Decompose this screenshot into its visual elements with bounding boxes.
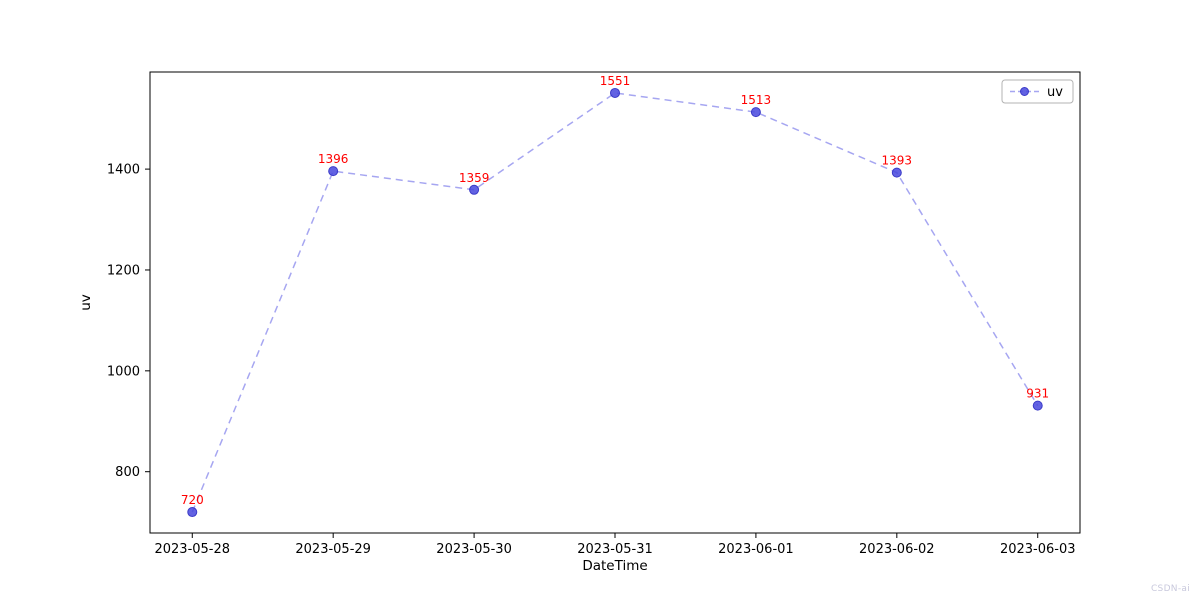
- watermark-text: CSDN-ai: [1150, 584, 1190, 594]
- x-tick-label: 2023-05-29: [295, 542, 371, 557]
- data-point-label: 1396: [318, 152, 349, 166]
- y-tick-label: 1400: [107, 163, 140, 178]
- x-axis-title: DateTime: [582, 558, 647, 574]
- data-point-label: 1359: [459, 171, 490, 185]
- data-point-label: 1393: [882, 154, 913, 168]
- data-point-marker: [328, 166, 339, 177]
- data-point-marker: [187, 507, 198, 518]
- x-tick-label: 2023-06-03: [1000, 542, 1076, 557]
- x-tick-label: 2023-06-01: [718, 542, 794, 557]
- data-point-marker: [610, 87, 620, 98]
- y-tick-label: 1200: [107, 263, 140, 278]
- legend-marker-sample: [1020, 87, 1029, 96]
- data-point-label: 720: [181, 493, 204, 507]
- data-point-marker: [891, 167, 902, 178]
- x-tick-label: 2023-05-30: [436, 542, 512, 557]
- legend-label: uv: [1047, 85, 1063, 100]
- data-point-label: 931: [1026, 387, 1049, 401]
- data-point-marker: [469, 184, 480, 195]
- x-tick-label: 2023-05-28: [154, 542, 230, 557]
- data-point-label: 1513: [741, 93, 772, 107]
- data-point-marker: [1032, 400, 1043, 411]
- axes-frame: [149, 71, 1081, 534]
- x-tick-label: 2023-06-02: [859, 542, 935, 557]
- x-tick-label: 2023-05-31: [577, 542, 653, 557]
- y-tick-label: 1000: [107, 364, 140, 379]
- data-point-label: 1551: [600, 74, 631, 88]
- y-axis-title: uv: [78, 294, 94, 311]
- y-tick-label: 800: [115, 465, 140, 480]
- data-point-marker: [750, 107, 761, 118]
